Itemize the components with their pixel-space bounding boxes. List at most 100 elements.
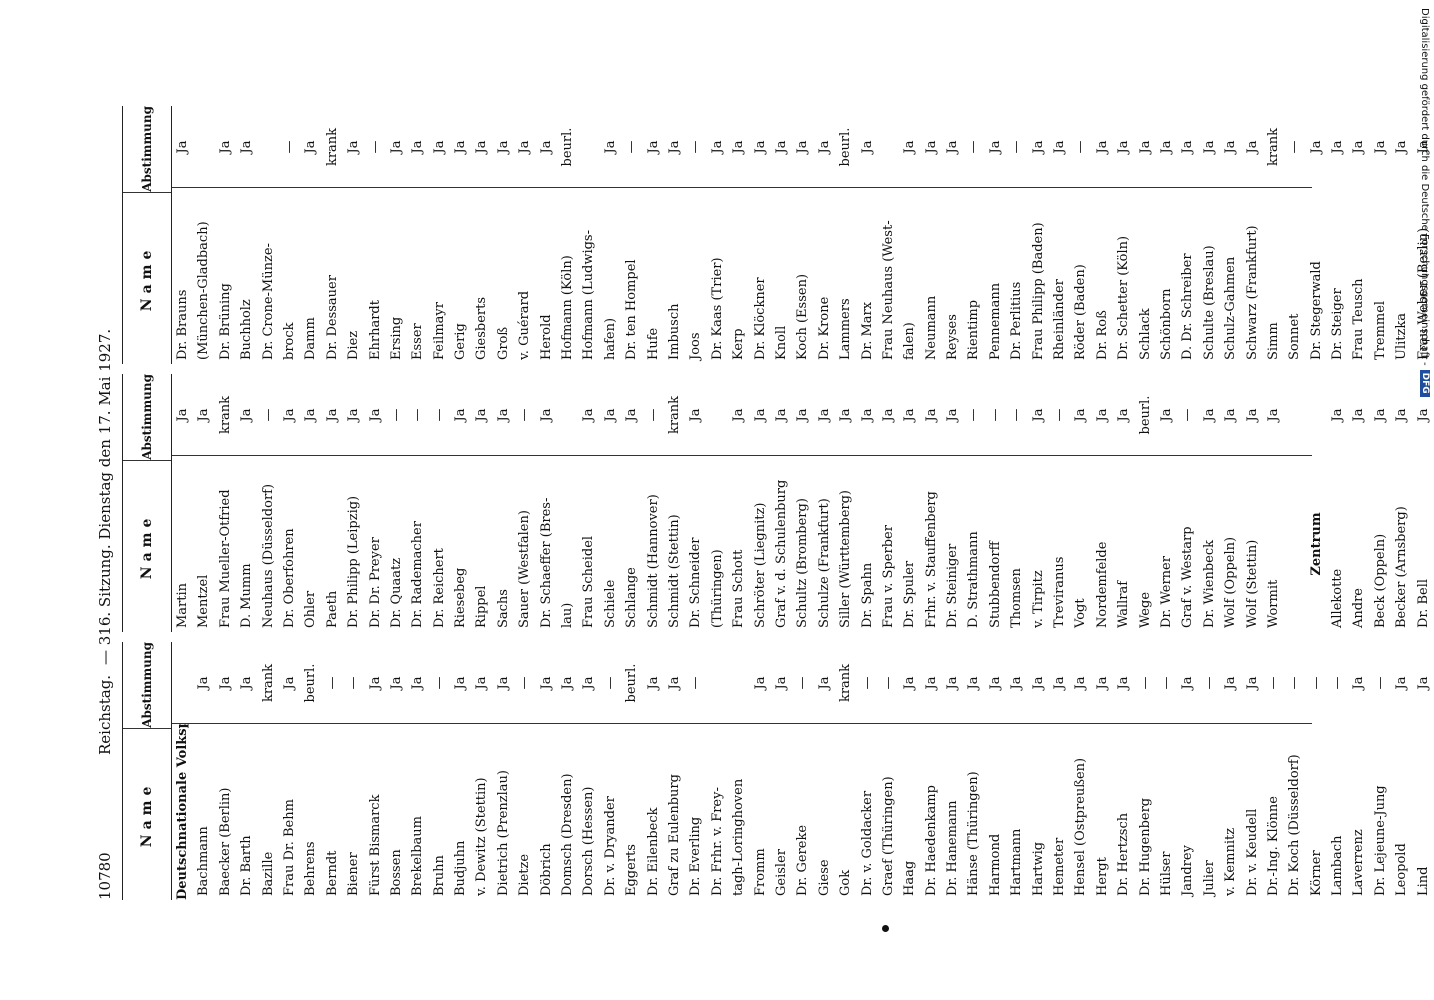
member-name: v. Kemnitz xyxy=(1223,827,1239,896)
member-name: tagh-Loringhoven xyxy=(731,778,747,896)
vote-value: Ja xyxy=(902,676,918,690)
member-name: Frau Neuhaus (West- xyxy=(880,220,896,360)
member-name: Budjuhn xyxy=(453,840,469,896)
vote-value: Ja xyxy=(752,676,768,690)
member-name: Hülser xyxy=(1158,851,1174,896)
member-name: Hofmann (Ludwigs- xyxy=(581,230,597,360)
vote-value: Ja xyxy=(410,140,426,154)
name-header: Name xyxy=(123,727,171,900)
vote-value: beurl. xyxy=(1137,395,1153,435)
vote-value: — xyxy=(260,408,276,422)
member-name: Ohler xyxy=(303,590,319,628)
vote-value: — xyxy=(1287,140,1303,154)
ink-dot xyxy=(882,925,889,932)
vote-value: beurl. xyxy=(838,127,854,167)
member-name: v. Tirpitz xyxy=(1030,570,1046,628)
vote-value: Ja xyxy=(281,408,297,422)
vote-value: — xyxy=(624,140,640,154)
member-name: Dr. Schetter (Köln) xyxy=(1116,235,1132,360)
vote-value: krank xyxy=(324,127,340,167)
member-name: Dr. Schaeffer (Bres- xyxy=(538,497,554,628)
vote-value xyxy=(578,106,599,188)
vote-value: Ja xyxy=(945,140,961,154)
vote-value: Ja xyxy=(1180,140,1196,154)
member-name: Leopold xyxy=(1394,843,1410,896)
vote-value: Ja xyxy=(538,408,554,422)
vote-value: Ja xyxy=(346,408,362,422)
vote-value: Ja xyxy=(196,676,212,690)
vote-value: Ja xyxy=(1394,408,1410,422)
vote-value: Ja xyxy=(239,140,255,154)
member-name: Schiele xyxy=(602,579,618,628)
member-name: Fromm xyxy=(752,848,768,896)
vote-value: Ja xyxy=(1223,676,1239,690)
vote-value: Ja xyxy=(1116,408,1132,422)
member-name: Hartmann xyxy=(1009,828,1025,896)
member-name: Graf v. Westarp xyxy=(1180,526,1196,628)
member-name: Schmidt (Hannover) xyxy=(645,494,661,628)
member-name: Simm xyxy=(1265,322,1281,360)
vote-value: Ja xyxy=(581,676,597,690)
member-name: Dr. Perlitius xyxy=(1009,281,1025,360)
member-name: Siller (Württemberg) xyxy=(838,489,854,628)
member-name: v. Dewitz (Stettin) xyxy=(474,777,490,896)
vote-value: — xyxy=(346,676,362,690)
vote-value: Ja xyxy=(816,140,832,154)
member-name: Dr. Quaatz xyxy=(388,557,404,628)
page-header: 10780 Reichstag. — 316. Sitzung. Diensta… xyxy=(92,100,118,900)
vote-value: Ja xyxy=(752,140,768,154)
vote-value: Ja xyxy=(1330,408,1346,422)
member-name: Wolf (Oppeln) xyxy=(1223,536,1239,628)
member-name: Jandrey xyxy=(1180,845,1196,896)
vote-value: Ja xyxy=(1223,408,1239,422)
member-name: Pennemann xyxy=(987,282,1003,360)
member-name: Frau Philipp (Baden) xyxy=(1030,222,1046,360)
member-name: Dr. Klöckner xyxy=(752,277,768,360)
member-name: Wolf (Stettin) xyxy=(1244,539,1260,628)
vote-value: — xyxy=(795,676,811,690)
member-name: Dr. Stegerwald xyxy=(1308,261,1324,360)
vote-value xyxy=(258,106,279,188)
member-name: Allekotte xyxy=(1330,568,1346,628)
member-name: Kerp xyxy=(731,328,747,360)
member-name: Gerig xyxy=(453,323,469,360)
vote-value: — xyxy=(1287,676,1303,690)
vote-value: Ja xyxy=(1372,408,1388,422)
vote-value: Ja xyxy=(388,676,404,690)
vote-value: — xyxy=(431,676,447,690)
vote-value: Ja xyxy=(987,140,1003,154)
vote-value: Ja xyxy=(303,408,319,422)
member-name: Reyses xyxy=(945,314,961,360)
vote-value: Ja xyxy=(196,408,212,422)
member-name: Koch (Essen) xyxy=(795,273,811,360)
vote-value: Ja xyxy=(388,140,404,154)
vote-value: — xyxy=(966,140,982,154)
vote-value: Ja xyxy=(303,140,319,154)
member-name: Dr. Krone xyxy=(816,296,832,360)
vote-value: Ja xyxy=(1351,676,1367,690)
vote-value: Ja xyxy=(1308,140,1324,154)
vote-value: — xyxy=(987,408,1003,422)
member-name: Dr. Everling xyxy=(688,816,704,896)
vote-value: — xyxy=(1158,676,1174,690)
vote-value: Ja xyxy=(773,676,789,690)
page-number: 10780 xyxy=(96,852,114,900)
member-name: Dorsch (Hessen) xyxy=(581,786,597,896)
vote-value: Ja xyxy=(367,408,383,422)
member-name: Dr. Wienbeck xyxy=(1201,539,1217,628)
member-name: Giesberts xyxy=(474,296,490,360)
member-name: Frau Dr. Behm xyxy=(281,799,297,896)
member-name: Esser xyxy=(410,323,426,360)
vote-value: Ja xyxy=(987,676,1003,690)
member-name: Mentzel xyxy=(196,574,212,628)
vote-value: — xyxy=(1372,676,1388,690)
rotated-page: 10780 Reichstag. — 316. Sitzung. Diensta… xyxy=(92,100,1431,900)
member-name: Hofmann (Köln) xyxy=(560,255,576,360)
member-name: Schwarz (Frankfurt) xyxy=(1244,225,1260,360)
vote-value xyxy=(1306,374,1327,456)
member-name: Schlack xyxy=(1137,308,1153,360)
member-name: Hergt xyxy=(1094,857,1110,896)
member-name: Dr. v. Keudell xyxy=(1244,808,1260,896)
member-name: Gok xyxy=(838,869,854,896)
vote-value: — xyxy=(859,676,875,690)
